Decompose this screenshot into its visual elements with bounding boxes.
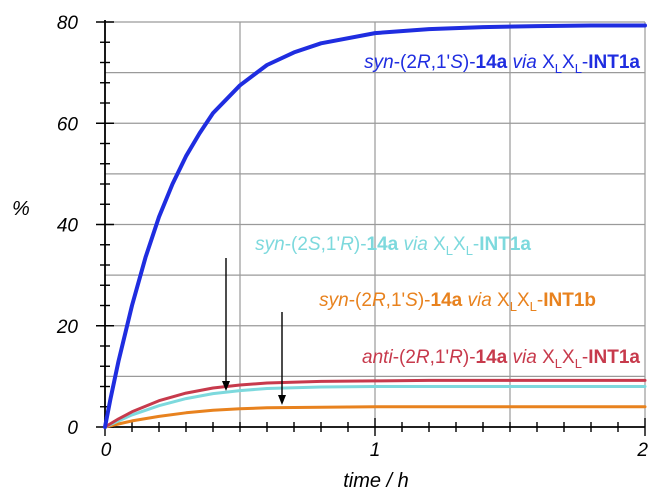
series-label-cyan: syn-(2S,1'R)-14a via XLXL-INT1a [255, 234, 531, 258]
x-tick-label: 2 [636, 440, 648, 461]
y-axis-title: % [12, 198, 30, 220]
y-tick-label: 0 [67, 418, 78, 439]
y-tick-label: 40 [57, 216, 79, 237]
x-tick-label: 0 [101, 440, 112, 461]
arrow-orange-label [278, 312, 286, 405]
series-label-blue: syn-(2R,1'S)-14a via XLXL-INT1a [364, 52, 640, 76]
y-tick-label: 80 [57, 13, 79, 34]
series-line-red [103, 378, 647, 429]
y-tick-label: 20 [56, 317, 79, 338]
series-line-orange [103, 405, 647, 429]
y-tick-label: 60 [57, 114, 79, 135]
series-line-blue [103, 23, 647, 429]
arrow-cyan-label [222, 258, 230, 391]
series-label-orange: syn-(2R,1'S)-14a via XLXL-INT1b [319, 290, 596, 314]
x-axis-title: time / h [343, 470, 409, 492]
series-label-red: anti-(2R,1'R)-14a via XLXL-INT1a [362, 347, 640, 371]
series-line-cyan [103, 385, 647, 429]
x-tick-label: 1 [370, 440, 381, 461]
